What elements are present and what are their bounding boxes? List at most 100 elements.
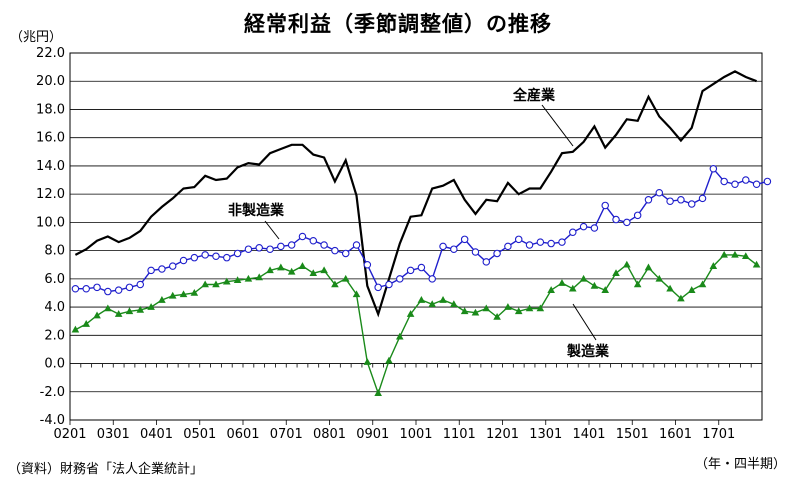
grid-lines [69, 52, 763, 421]
data-point-circle [547, 239, 555, 248]
zero-axis-ticks [69, 363, 763, 368]
data-point-circle [298, 232, 307, 241]
data-point-circle [698, 194, 707, 203]
y-tick-label: 12.0 [36, 187, 65, 202]
data-point-circle [114, 286, 123, 294]
data-point-triangle [320, 266, 328, 274]
data-point-circle [201, 251, 209, 259]
data-point-circle [341, 249, 350, 258]
series-all-industries [74, 70, 757, 318]
data-point-triangle [93, 311, 101, 319]
data-point-circle [471, 248, 480, 256]
data-point-circle [93, 283, 101, 292]
data-point-triangle [439, 296, 447, 303]
data-point-triangle [612, 269, 620, 276]
data-point-circle [569, 228, 577, 237]
data-point-triangle [179, 290, 188, 298]
data-point-triangle [406, 310, 415, 317]
data-point-triangle [352, 290, 361, 298]
data-point-circle [385, 280, 393, 289]
series-line [75, 167, 768, 293]
series-non-manufacturing [71, 164, 772, 296]
data-point-circle [579, 222, 588, 231]
data-point-circle [277, 242, 285, 251]
annotation-label: 製造業 [566, 343, 610, 360]
annotation-leader [572, 303, 597, 341]
x-tick-label: 1001 [399, 427, 432, 442]
y-tick-label: 4.0 [44, 300, 65, 315]
data-point-triangle [201, 280, 209, 288]
data-point-circle [763, 177, 772, 186]
data-point-circle [623, 218, 631, 227]
data-point-triangle [623, 260, 631, 268]
data-point-triangle [158, 296, 166, 303]
data-point-circle [439, 242, 447, 251]
x-tick-label: 1101 [443, 427, 476, 442]
annotation-manufacturing: 製造業 [566, 303, 610, 360]
data-point-triangle [525, 304, 534, 312]
data-point-triangle [504, 303, 512, 310]
data-point-triangle [687, 286, 696, 293]
data-point-circle [514, 235, 523, 244]
data-point-circle [190, 253, 199, 262]
data-point-circle [255, 244, 263, 252]
data-point-circle [612, 215, 620, 224]
x-tick-label: 1701 [702, 427, 735, 442]
y-tick-labels: 22.0 20.0 18.0 16.0 14.0 12.0 10.0 8.0 6.0 4.0 2.0… [36, 46, 65, 428]
data-point-triangle [168, 291, 177, 299]
data-point-triangle [212, 280, 220, 288]
data-point-triangle [752, 260, 761, 268]
data-point-triangle [644, 263, 653, 271]
annotation-label: 非製造業 [228, 202, 285, 219]
data-point-circle [482, 258, 491, 266]
data-point-circle [493, 249, 501, 258]
data-point-triangle [547, 286, 555, 293]
data-point-triangle [482, 304, 491, 312]
x-tick-labels: 0201 0301 0401 0501 0601 0701 0801 0901 1001 1101… [53, 420, 735, 442]
data-point-triangle [190, 288, 199, 296]
data-point-triangle [125, 307, 134, 315]
y-tick-label: 8.0 [44, 244, 65, 259]
series-line [74, 70, 757, 318]
x-tick-label: 1601 [659, 427, 692, 442]
data-point-triangle [655, 274, 664, 282]
data-point-triangle [471, 308, 480, 316]
data-point-circle [666, 197, 674, 205]
data-point-triangle [558, 279, 566, 286]
data-point-circle [309, 236, 318, 245]
annotation-leader [541, 104, 574, 147]
data-point-circle [677, 196, 685, 204]
data-point-triangle [677, 294, 685, 302]
data-point-circle [223, 253, 231, 262]
y-tick-label: 14.0 [36, 159, 65, 174]
data-point-circle [687, 200, 696, 208]
data-point-circle [525, 241, 534, 249]
data-point-circle [709, 164, 718, 173]
data-point-circle [590, 224, 599, 232]
data-point-triangle [222, 277, 231, 285]
data-point-triangle [568, 284, 577, 292]
data-point-triangle [233, 276, 242, 284]
y-tick-label: -2.0 [40, 385, 65, 400]
data-point-circle [266, 245, 274, 253]
data-point-triangle [385, 356, 393, 364]
x-tick-label: 1201 [486, 427, 519, 442]
data-point-circle [71, 284, 80, 293]
data-point-circle [320, 241, 328, 249]
data-point-triangle [266, 266, 274, 274]
data-point-triangle [417, 296, 426, 303]
data-point-circle [374, 283, 382, 292]
y-tick-label: 0.0 [44, 357, 65, 372]
data-point-triangle [147, 303, 155, 310]
data-point-triangle [341, 274, 350, 282]
data-point-triangle [309, 269, 318, 276]
data-point-circle [212, 252, 220, 261]
data-point-triangle [698, 280, 707, 288]
data-point-circle [655, 188, 664, 197]
annotation-label: 全産業 [512, 87, 556, 104]
data-point-circle [504, 242, 512, 251]
data-point-triangle [374, 389, 382, 396]
data-point-triangle [741, 252, 750, 260]
y-tick-label: 10.0 [36, 215, 65, 230]
data-point-circle [244, 245, 253, 253]
